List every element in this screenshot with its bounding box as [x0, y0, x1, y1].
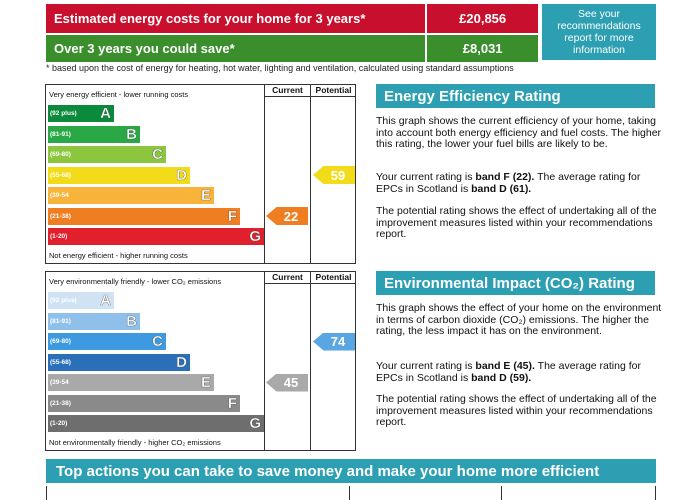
col-potential-header: Potential: [315, 85, 352, 95]
band-f: (21-38) F: [48, 394, 240, 412]
band-c: (69-80) C: [48, 333, 166, 350]
savings-row: Over 3 years you could save* £8,031: [46, 33, 538, 62]
band-e: (39-54 E: [48, 374, 214, 391]
energy-info-p2: Your current rating is band F (22). The …: [376, 171, 641, 195]
band-letter: F: [227, 207, 237, 225]
potential-rating-arrow: 74: [313, 332, 355, 351]
band-letter: E: [200, 187, 211, 204]
band-letter: G: [249, 415, 261, 432]
divider: [501, 486, 502, 500]
band-c: (69-80) C: [48, 146, 166, 163]
band-letter: F: [227, 394, 237, 412]
chart-top-caption: Very energy efficient - lower running co…: [49, 90, 189, 99]
chart-bottom-caption: Not environmentally friendly - higher CO…: [49, 438, 221, 447]
current-rating-arrow: 45: [266, 373, 308, 392]
energy-rating-title: Energy Efficiency Rating: [376, 84, 655, 108]
energy-info-p3: The potential rating shows the effect of…: [376, 205, 657, 240]
band-range: (1-20): [50, 420, 68, 427]
band-g: (1-20) G: [48, 415, 264, 432]
band-letter: A: [100, 105, 111, 122]
band-letter: C: [152, 146, 163, 163]
divider: [655, 486, 656, 500]
band-range: (69-80): [50, 151, 71, 158]
band-b: (81-91) B: [48, 125, 140, 143]
band-range: (81-91): [50, 130, 71, 138]
band-range: (55-68): [50, 358, 71, 366]
current-rating-arrow: 22: [266, 207, 308, 225]
savings-value: £8,031: [425, 35, 538, 62]
savings-label: Over 3 years you could save*: [46, 35, 426, 62]
band-range: (21-38): [50, 212, 71, 220]
cost-label: Estimated energy costs for your home for…: [46, 4, 426, 33]
top-actions-heading: Top actions you can take to save money a…: [46, 459, 656, 483]
band-letter: E: [200, 374, 211, 391]
potential-rating-arrow: 59: [313, 166, 355, 184]
band-letter: B: [126, 312, 137, 330]
energy-efficiency-chart: Current Potential Very energy efficient …: [45, 84, 356, 264]
band-d: (55-68) D: [48, 166, 190, 184]
band-e: (39-54 E: [48, 187, 214, 204]
chart-top-caption: Very environmentally friendly - lower CO…: [49, 277, 222, 286]
chart-bottom-caption: Not energy efficient - higher running co…: [49, 251, 188, 260]
environmental-rating-title: Environmental Impact (CO₂) Rating: [376, 271, 655, 295]
col-current-header: Current: [272, 272, 303, 282]
band-letter: G: [249, 228, 261, 245]
band-b: (81-91) B: [48, 312, 140, 330]
divider: [46, 486, 47, 500]
band-letter: D: [176, 166, 187, 184]
band-d: (55-68) D: [48, 353, 190, 371]
band-range: (39-54: [50, 379, 69, 386]
col-current-header: Current: [272, 85, 303, 95]
band-range: (69-80): [50, 338, 71, 345]
band-letter: B: [126, 125, 137, 143]
col-potential-header: Potential: [315, 272, 352, 282]
band-range: (92 plus): [50, 110, 77, 117]
band-range: (1-20): [50, 233, 68, 240]
divider: [349, 486, 350, 500]
energy-info-p1: This graph shows the current efficiency …: [376, 115, 662, 150]
see-report-note[interactable]: See your recommendations report for more…: [542, 4, 656, 60]
band-letter: D: [176, 353, 187, 371]
band-letter: C: [152, 333, 163, 350]
band-range: (92 plus): [50, 297, 77, 304]
band-f: (21-38) F: [48, 207, 240, 225]
band-range: (39-54: [50, 192, 69, 199]
band-a: (92 plus) A: [48, 105, 114, 122]
cost-footnote: * based upon the cost of energy for heat…: [46, 63, 514, 73]
cost-row-3-years: Estimated energy costs for your home for…: [46, 4, 538, 33]
env-info-p2: Your current rating is band E (45). The …: [376, 360, 641, 384]
cost-value: £20,856: [425, 4, 538, 33]
band-range: (55-68): [50, 171, 71, 179]
env-info-p3: The potential rating shows the effect of…: [376, 393, 657, 428]
band-range: (21-38): [50, 399, 71, 407]
band-letter: A: [100, 292, 111, 309]
band-g: (1-20) G: [48, 228, 264, 245]
band-a: (92 plus) A: [48, 292, 114, 309]
band-range: (81-91): [50, 317, 71, 325]
env-info-p1: This graph shows the effect of your home…: [376, 302, 662, 337]
environmental-impact-chart: Current Potential Very environmentally f…: [45, 271, 356, 451]
